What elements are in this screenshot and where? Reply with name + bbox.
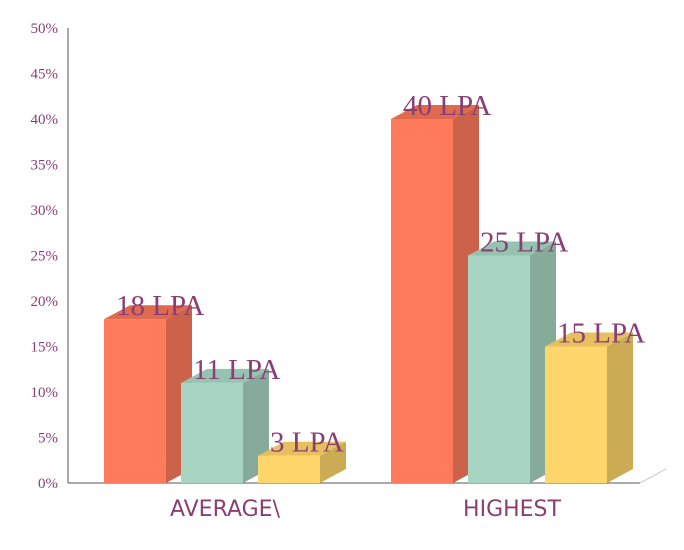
bar-1-3 [258,441,346,483]
bar-front [181,382,243,483]
y-tick-label: 5% [38,431,58,447]
bar-top [258,441,346,456]
y-tick-label: 35% [31,158,59,174]
y-tick-label: 20% [31,294,59,310]
bar-2-2 [468,241,556,483]
bar-top [181,368,269,383]
bar-1-1 [104,305,192,483]
bar-2-3 [545,332,633,483]
y-tick-label: 0% [38,476,58,492]
category-label: AVERAGE\ [170,497,281,522]
y-axis-tick-labels: 0% 5% 10% 15% 20% 25% 30% 35% 40% 45% 50% [31,21,59,492]
bar-top [104,305,192,320]
y-tick-label: 50% [31,21,59,37]
bar-top [545,332,633,347]
category-labels: AVERAGE\ HIGHEST [170,497,562,522]
y-tick-label: 25% [31,249,59,265]
data-labels: 18 LPA 11 LPA 3 LPA 40 LPA 25 LPA 15 LPA [116,90,645,459]
bar-side [320,441,346,483]
bar-front [391,119,453,483]
bar-top [468,241,556,256]
data-label: 3 LPA [270,427,344,459]
category-label: HIGHEST [463,497,561,522]
bar-2-1 [391,105,479,483]
y-tick-label: 30% [31,203,59,219]
bar-front [468,255,530,483]
floor-depth-line [639,468,667,484]
data-label: 25 LPA [480,227,568,259]
y-tick-label: 40% [31,112,59,128]
data-label: 18 LPA [116,290,204,322]
bar-front [104,319,166,483]
data-label: 40 LPA [403,90,491,122]
bar-top [391,105,479,119]
data-label: 11 LPA [193,354,280,386]
y-tick-label: 15% [31,340,59,356]
bar-front [545,346,607,483]
bar-front [258,455,320,483]
y-tick-label: 45% [31,67,59,83]
bar-series [104,105,633,483]
data-label: 15 LPA [557,318,645,350]
bar-side [607,332,633,483]
bar-1-2 [181,368,269,483]
y-tick-label: 10% [31,385,59,401]
